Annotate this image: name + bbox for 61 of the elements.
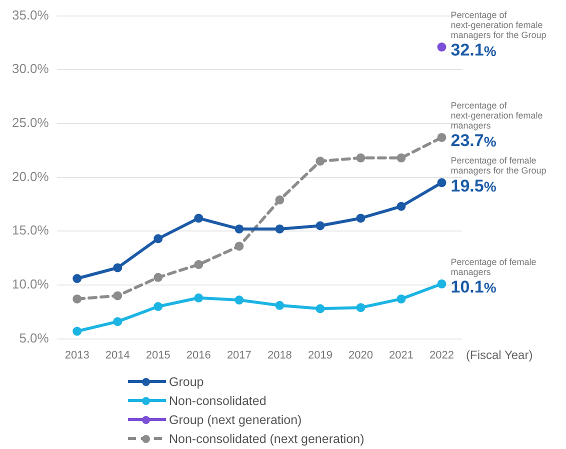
point: [275, 195, 284, 204]
point: [113, 291, 122, 300]
data-label: 32.1%: [450, 40, 497, 60]
legend-label: Non-consolidated: [169, 394, 266, 408]
point: [396, 153, 406, 162]
point: [194, 293, 204, 302]
point: [275, 224, 284, 234]
x-tick-label: 2020: [348, 349, 373, 362]
annotation: Percentage of female managers: [450, 256, 536, 277]
point: [437, 178, 446, 188]
point: [113, 263, 122, 272]
annotation: Percentage of female managers for the Group: [450, 156, 546, 176]
point: [72, 294, 82, 304]
x-tick-label: 2017: [226, 349, 252, 362]
point: [154, 234, 163, 244]
data-label: 19.5%: [450, 176, 497, 196]
point: [194, 260, 204, 270]
y-tick-label: 20.0%: [12, 168, 50, 184]
point: [72, 326, 82, 336]
point: [437, 279, 446, 288]
legend-label: Non-consolidated (next generation): [169, 432, 364, 446]
point: [194, 214, 204, 223]
y-tick-label: 30.0%: [12, 61, 50, 76]
x-axis-title: (Fiscal Year): [466, 348, 533, 362]
x-tick-label: 2019: [308, 349, 332, 362]
point: [356, 214, 366, 223]
x-tick-label: 2013: [64, 349, 90, 362]
annotation: Percentage of next-generation female managers: [450, 100, 543, 130]
point: [154, 272, 163, 282]
point: [113, 317, 122, 326]
point: [316, 221, 325, 230]
point: [437, 132, 446, 142]
y-tick-label: 5.0%: [19, 330, 50, 346]
x-tick-label: 2014: [105, 349, 130, 362]
y-tick-label: 35.0%: [12, 7, 50, 22]
x-tick-label: 2015: [146, 349, 170, 362]
point: [72, 274, 82, 284]
x-tick-label: 2016: [186, 349, 211, 362]
point: [154, 302, 163, 311]
x-tick-label: 2022: [430, 349, 454, 362]
x-tick-label: 2021: [388, 349, 414, 362]
y-tick-label: 10.0%: [12, 276, 50, 292]
data-label: 23.7%: [450, 131, 497, 150]
point: [234, 296, 244, 305]
point: [356, 303, 366, 312]
point: [275, 300, 284, 310]
point: [234, 224, 244, 234]
point: [437, 42, 446, 52]
point: [356, 153, 366, 162]
x-tick-label: 2018: [267, 349, 292, 362]
legend-label: Group: [169, 374, 204, 388]
legend-label: Group (next generation): [169, 412, 302, 426]
point: [396, 202, 406, 211]
point: [316, 304, 325, 314]
y-tick-label: 15.0%: [12, 222, 50, 238]
point: [396, 294, 406, 304]
point: [234, 242, 244, 251]
point: [316, 156, 325, 166]
y-tick-label: 25.0%: [12, 115, 50, 130]
annotation: Percentage of next-generation female managers for the Group: [450, 10, 546, 40]
data-label: 10.1%: [450, 278, 497, 297]
